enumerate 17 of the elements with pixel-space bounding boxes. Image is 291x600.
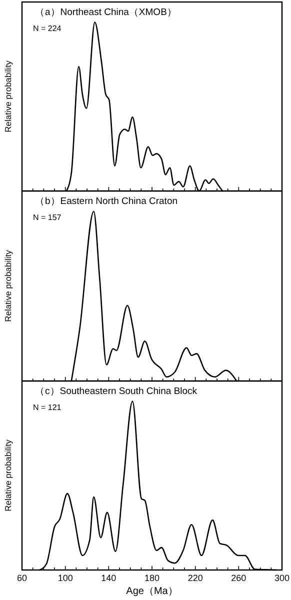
- chart-title: （c）Southeastern South China Block: [35, 386, 198, 397]
- x-tick-label: 100: [58, 573, 73, 583]
- x-tick-label: 260: [231, 573, 246, 583]
- x-axis-title: Age（Ma）: [126, 586, 178, 597]
- x-tick-label: 300: [274, 573, 290, 583]
- x-tick-label: 60: [16, 573, 28, 583]
- x-tick-label: 220: [188, 573, 203, 583]
- y-axis-title: Relative probability: [3, 438, 13, 512]
- annotation: N = 157: [33, 213, 62, 222]
- x-tick-label: 140: [101, 573, 116, 583]
- chart-title: （b）Eastern North China Craton: [35, 196, 178, 207]
- annotation: N = 224: [33, 24, 62, 33]
- y-axis-title: Relative probability: [3, 249, 13, 322]
- chart-title: （a）Northeast China（XMOB）: [35, 7, 177, 18]
- y-axis-title: Relative probability: [3, 60, 13, 132]
- annotation: N = 121: [33, 403, 62, 412]
- x-tick-label: 180: [144, 573, 160, 583]
